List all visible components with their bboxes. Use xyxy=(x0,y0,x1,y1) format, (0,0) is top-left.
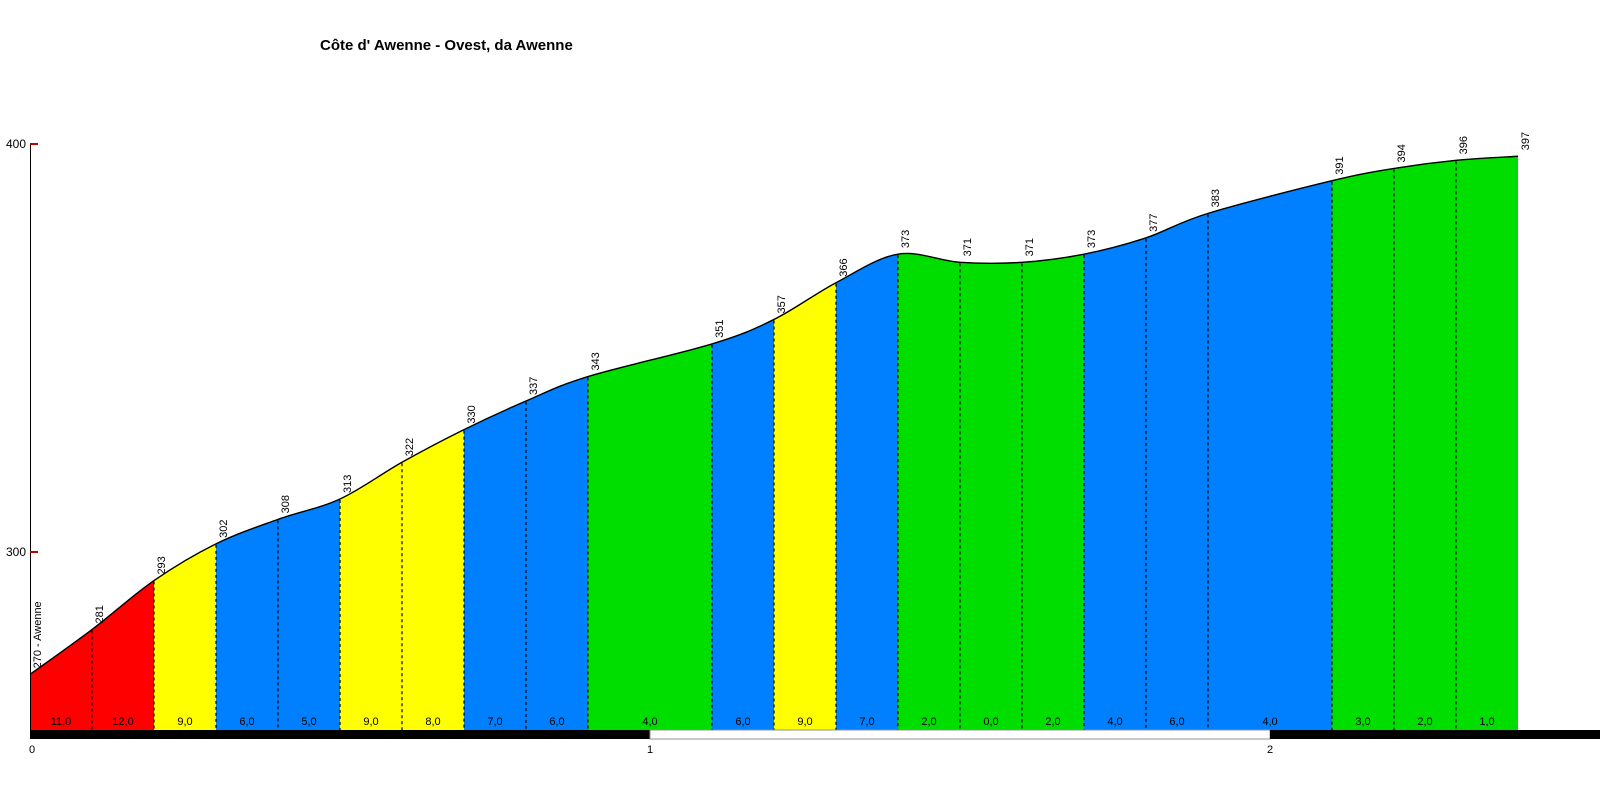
segment-area xyxy=(464,401,526,730)
elevation-label: 322 xyxy=(404,438,416,456)
elevation-label: 391 xyxy=(1334,156,1346,174)
elevation-label: 281 xyxy=(94,605,106,623)
elevation-label: 366 xyxy=(838,258,850,276)
segment-area xyxy=(92,580,154,730)
elevation-label: 313 xyxy=(342,475,354,493)
elevation-label: 394 xyxy=(1396,144,1408,162)
elevation-label: 397 xyxy=(1520,132,1532,150)
gradient-label: 6,0 xyxy=(549,716,564,728)
gradient-label: 6,0 xyxy=(239,716,254,728)
segment-area xyxy=(278,498,340,730)
elevation-label: 337 xyxy=(528,377,540,395)
gradient-label: 8,0 xyxy=(425,716,440,728)
gradient-label: 4,0 xyxy=(1262,716,1277,728)
segment-area xyxy=(30,629,92,730)
segment-area xyxy=(1394,160,1456,730)
distance-ruler-section xyxy=(649,729,1271,740)
segment-area xyxy=(712,319,774,730)
elevation-label: 371 xyxy=(1024,238,1036,256)
x-axis-label: 1 xyxy=(647,744,653,756)
elevation-label: 293 xyxy=(156,556,168,574)
elevation-label: 308 xyxy=(280,495,292,513)
gradient-label: 9,0 xyxy=(363,716,378,728)
gradient-label: 9,0 xyxy=(177,716,192,728)
segment-area xyxy=(1084,237,1146,730)
elevation-label: 383 xyxy=(1210,189,1222,207)
elevation-label: 371 xyxy=(962,238,974,256)
gradient-label: 7,0 xyxy=(487,716,502,728)
gradient-label: 2,0 xyxy=(1045,716,1060,728)
elevation-label: 373 xyxy=(1086,230,1098,248)
distance-ruler-section xyxy=(1270,730,1600,739)
elevation-label: 302 xyxy=(218,519,230,537)
distance-ruler-section xyxy=(30,730,650,739)
segment-area xyxy=(588,343,712,730)
gradient-label: 5,0 xyxy=(301,716,316,728)
x-axis-label: 2 xyxy=(1267,744,1273,756)
gradient-label: 4,0 xyxy=(642,716,657,728)
segment-area xyxy=(1146,213,1208,731)
gradient-label: 7,0 xyxy=(859,716,874,728)
gradient-label: 9,0 xyxy=(797,716,812,728)
segment-area xyxy=(340,462,402,730)
elevation-label: 373 xyxy=(900,230,912,248)
y-axis-label: 300 xyxy=(6,545,26,559)
elevation-label: 343 xyxy=(590,352,602,370)
elevation-label: 330 xyxy=(466,405,478,423)
y-axis-label: 400 xyxy=(6,137,26,151)
segment-area xyxy=(1022,254,1084,730)
elevation-label: 357 xyxy=(776,295,788,313)
gradient-label: 6,0 xyxy=(735,716,750,728)
gradient-label: 0,0 xyxy=(983,716,998,728)
x-axis-label: 0 xyxy=(29,744,35,756)
segment-area xyxy=(216,519,278,730)
chart-title: Côte d' Awenne - Ovest, da Awenne xyxy=(320,37,573,54)
gradient-label: 2,0 xyxy=(1417,716,1432,728)
gradient-label: 3,0 xyxy=(1355,716,1370,728)
segment-area xyxy=(154,543,216,730)
segment-area xyxy=(1208,180,1332,731)
segment-area xyxy=(960,262,1022,730)
segment-area xyxy=(402,429,464,730)
elevation-label: 396 xyxy=(1458,136,1470,154)
gradient-label: 2,0 xyxy=(921,716,936,728)
segment-area xyxy=(526,376,588,730)
gradient-label: 6,0 xyxy=(1169,716,1184,728)
segment-area xyxy=(1332,168,1394,731)
segment-area xyxy=(1456,156,1518,731)
segment-area xyxy=(836,254,898,730)
elevation-label: 351 xyxy=(714,320,726,338)
elevation-label: 270 - Awenne xyxy=(32,601,44,668)
gradient-label: 1,0 xyxy=(1479,716,1494,728)
elevation-label: 377 xyxy=(1148,213,1160,231)
segment-area xyxy=(898,253,960,730)
gradient-label: 12,0 xyxy=(112,716,133,728)
gradient-label: 4,0 xyxy=(1107,716,1122,728)
profile-line xyxy=(29,155,1519,675)
gradient-label: 11,0 xyxy=(51,716,72,728)
segment-area xyxy=(774,282,836,730)
